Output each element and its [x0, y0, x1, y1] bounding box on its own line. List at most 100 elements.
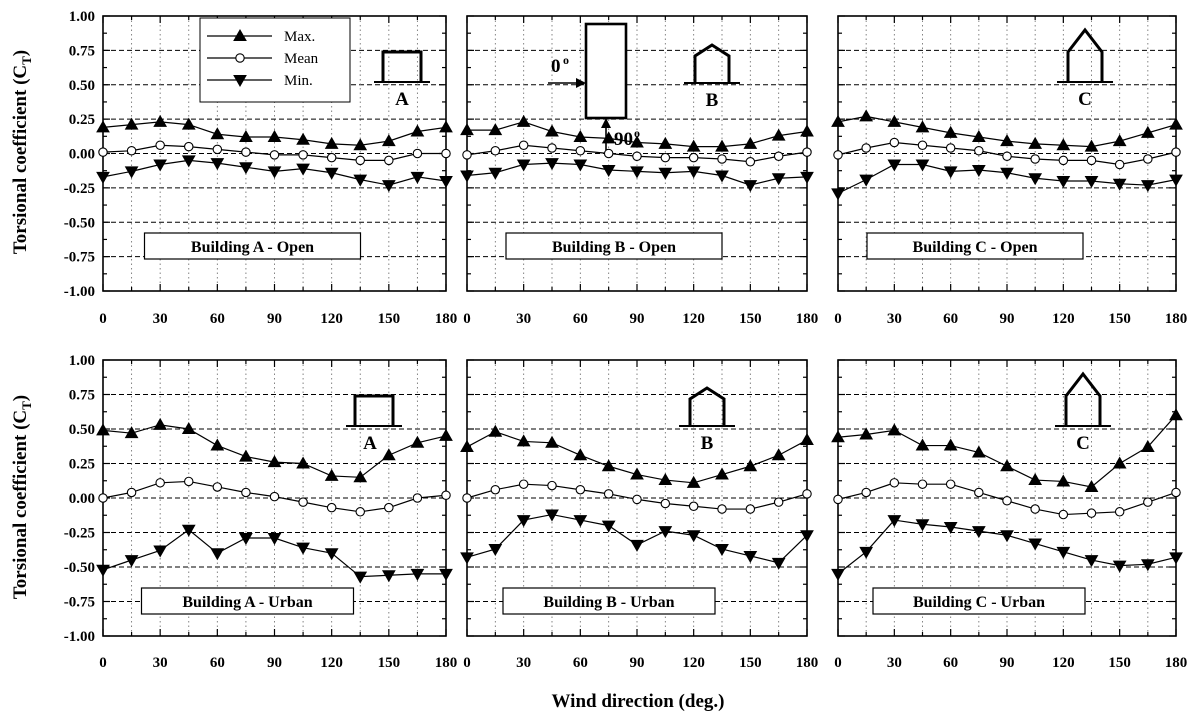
data-point	[518, 479, 529, 489]
series-mean	[462, 140, 812, 167]
data-point	[943, 125, 958, 138]
y-tick-label: -0.50	[64, 560, 95, 576]
data-point	[326, 152, 337, 163]
x-axis-title: Wind direction (deg.)	[552, 691, 725, 712]
building-icon-c-outline	[1064, 371, 1102, 426]
building-icon-c-letter: C	[1076, 433, 1090, 454]
data-point	[859, 109, 874, 122]
data-point	[1028, 136, 1043, 149]
plan-rectangle	[584, 22, 628, 120]
arrow-90-head	[601, 118, 611, 128]
data-point	[441, 148, 451, 159]
series-max	[460, 424, 814, 488]
x-tick-label: 0	[463, 311, 471, 327]
data-point	[410, 435, 425, 448]
y-axis-title-bottom-main: Torsional coefficient (C	[10, 410, 31, 599]
data-point	[490, 484, 501, 495]
x-tick-label: 180	[796, 311, 819, 327]
panel-title: Building A - Open	[191, 239, 314, 256]
series-mean	[462, 479, 812, 514]
data-point	[715, 467, 729, 480]
building-icon-a: A	[374, 50, 430, 110]
data-point	[155, 140, 165, 151]
data-point	[1171, 147, 1181, 157]
panel-title: Building B - Urban	[543, 594, 674, 611]
data-point	[210, 127, 225, 140]
y-tick-label: 0.25	[69, 457, 95, 473]
data-point	[462, 493, 472, 503]
data-point	[267, 533, 282, 546]
label-90-deg-mark: o	[634, 126, 640, 140]
data-point	[859, 546, 874, 559]
x-tick-label: 150	[1108, 311, 1131, 327]
data-point	[296, 132, 310, 145]
series-min	[96, 524, 453, 584]
data-point	[210, 438, 225, 451]
x-tick-label: 150	[378, 311, 401, 327]
building-icon-c-outline	[1066, 27, 1104, 82]
data-point	[831, 430, 845, 443]
data-point	[212, 482, 223, 492]
x-tick-label: 60	[210, 655, 225, 671]
data-point	[1028, 173, 1043, 186]
data-point	[974, 146, 984, 156]
data-point	[800, 433, 814, 446]
data-point	[887, 515, 902, 528]
data-point	[184, 141, 194, 152]
data-point	[887, 159, 902, 172]
building-icon-b-letter: B	[706, 90, 719, 111]
panel-title-box	[143, 232, 362, 260]
data-point	[1169, 552, 1183, 565]
x-tick-label: 90	[630, 655, 645, 671]
data-point	[771, 173, 786, 186]
data-point	[124, 117, 139, 130]
series-line	[837, 519, 1177, 575]
data-point	[630, 467, 644, 480]
x-tick-label: 60	[943, 655, 958, 671]
data-point	[1112, 456, 1127, 469]
data-point	[96, 120, 110, 133]
data-point	[686, 530, 701, 543]
data-point	[412, 493, 423, 503]
data-point	[490, 146, 501, 156]
data-point	[632, 151, 642, 162]
x-tick-label: 180	[1165, 311, 1188, 327]
x-tick-label: 120	[320, 311, 343, 327]
data-point	[545, 158, 559, 171]
data-point	[745, 504, 756, 514]
data-point	[184, 476, 194, 487]
data-point	[96, 171, 110, 184]
data-point	[381, 134, 396, 147]
data-point	[98, 147, 108, 157]
data-point	[381, 448, 396, 461]
data-point	[518, 140, 529, 151]
data-point	[96, 564, 110, 577]
data-point	[686, 166, 701, 179]
data-point	[715, 170, 729, 183]
x-tick-label: 30	[887, 655, 902, 671]
data-point	[603, 489, 614, 499]
data-point	[239, 449, 253, 462]
data-point	[1084, 479, 1099, 492]
building-icon-a: A	[346, 394, 402, 454]
data-point	[384, 502, 394, 513]
data-point	[241, 147, 251, 157]
building-icon-b: B	[679, 386, 735, 454]
data-point	[1140, 125, 1155, 138]
building-icon-b-letter: B	[701, 433, 714, 454]
y-axis-title-top: Torsional coefficient (CT)	[10, 50, 34, 254]
y-axis-title-bottom: Torsional coefficient (CT)	[10, 395, 34, 599]
y-tick-label: 1.00	[69, 353, 95, 369]
x-tick-label: 120	[1052, 655, 1075, 671]
data-point	[686, 475, 701, 488]
panel-title-box	[872, 587, 1086, 615]
data-point	[353, 138, 368, 151]
data-point	[267, 166, 282, 179]
data-point	[1114, 159, 1125, 170]
data-point	[545, 124, 559, 137]
series-mean	[833, 478, 1181, 520]
legend-marker	[233, 28, 247, 41]
data-point	[460, 170, 474, 183]
y-tick-label: 0.50	[69, 422, 95, 438]
